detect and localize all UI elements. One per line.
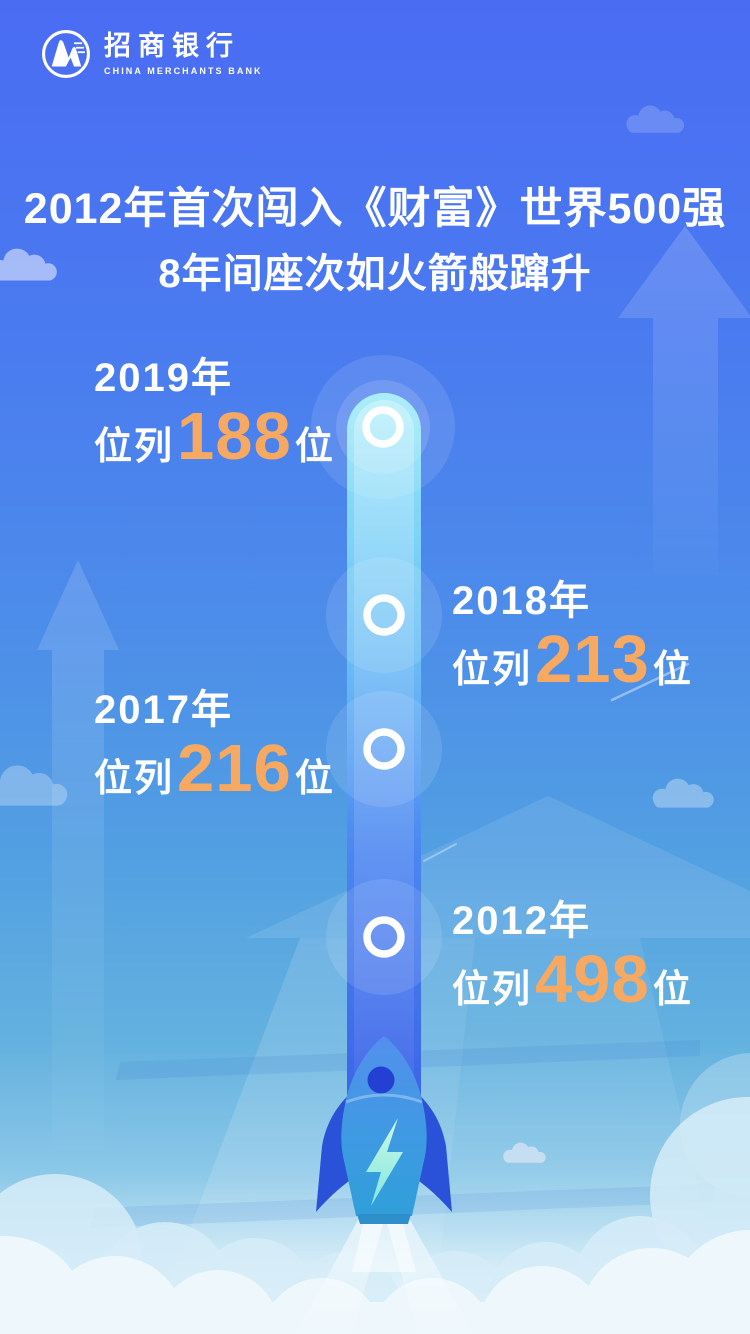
milestone-rank-line: 位列 213 位 [452,622,693,697]
rank-prefix: 位列 [94,426,175,468]
poster-title: 2012年首次闯入《财富》世界500强 8年间座次如火箭般蹿升 [0,185,750,297]
rank-prefix: 位列 [452,649,533,691]
timeline-marker-2019 [362,406,404,448]
rank-prefix: 位列 [94,758,175,800]
title-line-2: 8年间座次如火箭般蹿升 [158,252,592,297]
milestone-year: 2017年 [94,688,233,732]
brand-text: 招商银行 CHINA MERCHANTS BANK [104,30,263,77]
streak-line [423,843,457,862]
timeline-marker-2018 [363,594,405,636]
rocket-base [357,1214,411,1224]
rank-number: 188 [177,399,292,474]
lightning-bolt-icon [366,1118,403,1206]
cloud-bank-front [0,1230,750,1334]
title-line-1: 2012年首次闯入《财富》世界500强 [23,185,727,233]
milestone-year: 2018年 [452,579,591,623]
brand-name-zh: 招商银行 [104,30,240,61]
rocket-exhaust [296,1220,474,1334]
up-arrow-left [37,560,119,1150]
milestone-2012: 2012年 位列 498 位 [452,897,693,1013]
milestone-2017: 2017年 位列 216 位 [94,686,335,802]
rocket-shoulder-highlight [345,1093,423,1104]
milestone-2018: 2018年 位列 213 位 [452,577,693,693]
rank-number: 216 [177,731,292,806]
up-arrow-right [618,226,750,575]
brand-name-en: CHINA MERCHANTS BANK [104,66,263,77]
streak-line [610,662,690,702]
timeline-marker-2012 [363,916,405,958]
milestone-year: 2012年 [452,899,591,943]
marker-glow [311,355,455,995]
cmb-logo-icon [42,30,90,78]
rank-suffix: 位 [294,426,335,468]
milestone-2019: 2019年 位列 188 位 [94,354,335,470]
rank-suffix: 位 [652,969,693,1011]
rocket-window [367,1066,395,1094]
rank-number: 213 [535,622,650,697]
rocket-body [341,1036,427,1216]
milestone-rank-line: 位列 188 位 [94,399,335,474]
milestone-rank-line: 位列 498 位 [452,942,693,1017]
rank-prefix: 位列 [452,969,533,1011]
rank-suffix: 位 [294,758,335,800]
brand-header: 招商银行 CHINA MERCHANTS BANK [40,28,263,80]
timeline-marker-2017 [363,728,405,770]
rank-number: 498 [535,942,650,1017]
milestone-rank-line: 位列 216 位 [94,731,335,806]
milestone-year: 2019年 [94,356,233,400]
rank-suffix: 位 [652,649,693,691]
